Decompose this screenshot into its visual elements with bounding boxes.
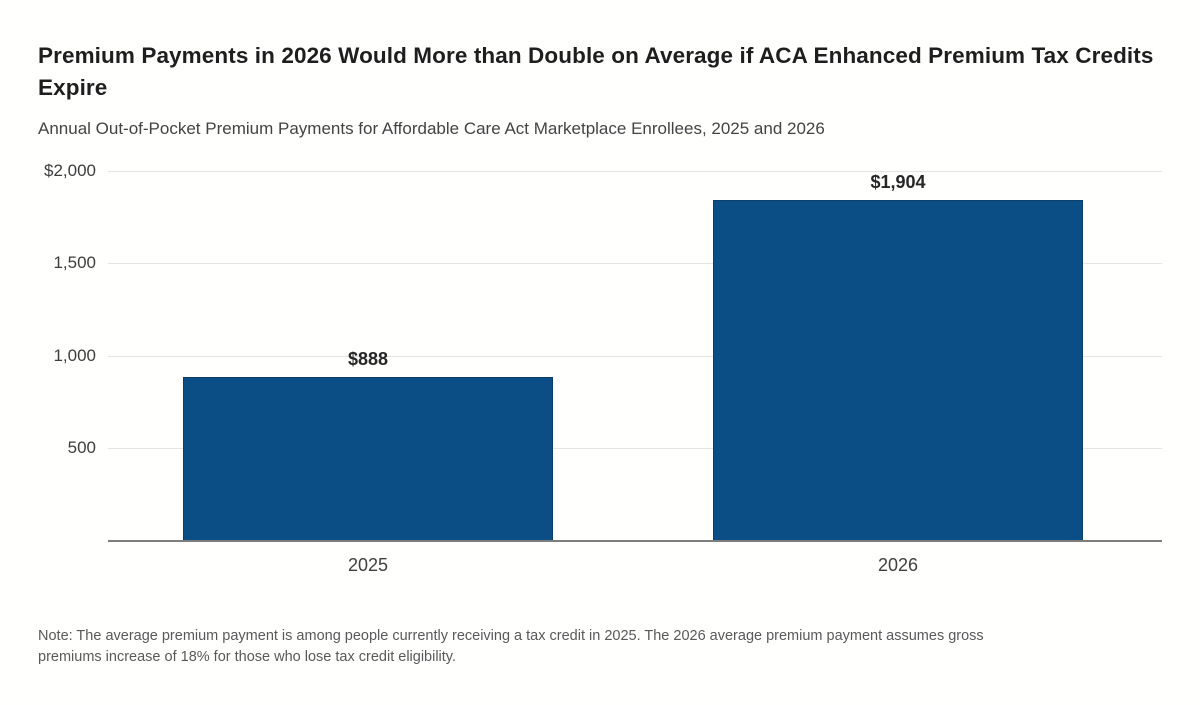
bar-group-2025: $888 2025 [183, 172, 553, 575]
bar-value-label-2025: $888 [347, 349, 389, 370]
x-axis-line [108, 540, 1162, 542]
bar-2026 [713, 200, 1083, 541]
y-tick-label-2000: $2,000 [44, 161, 96, 180]
x-tick-label-2026: 2026 [877, 555, 919, 575]
gridline-2000: $2,000 [44, 161, 1162, 180]
chart-title: Premium Payments in 2026 Would More than… [38, 43, 1154, 100]
chart-subtitle: Annual Out-of-Pocket Premium Payments fo… [38, 119, 825, 138]
gridline-500: 500 [68, 438, 1162, 457]
y-tick-label-1500: 1,500 [53, 253, 96, 273]
gridline-1500: 1,500 [53, 253, 1162, 272]
x-tick-label-2025: 2025 [347, 555, 389, 575]
plot-area: 500 1,000 1,500 $2,000 $888 2025 $1,904 202… [44, 161, 1162, 575]
y-tick-label-500: 500 [67, 437, 96, 457]
gridline-1000: 1,000 [53, 346, 1162, 365]
chart-note: Note: The average premium payment is amo… [38, 628, 984, 665]
bar-group-2026: $1,904 2026 [713, 172, 1083, 575]
bar-value-label-2026: $1,904 [870, 172, 926, 192]
bar-2025 [183, 377, 553, 541]
y-tick-label-1000: 1,000 [53, 345, 96, 365]
